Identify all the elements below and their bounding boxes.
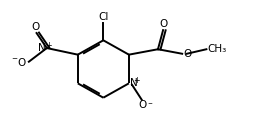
Text: +: + [45, 41, 52, 50]
Text: O: O [159, 19, 167, 29]
Text: $^{-}$: $^{-}$ [147, 100, 154, 109]
Text: +: + [133, 76, 140, 85]
Text: CH₃: CH₃ [208, 44, 227, 54]
Text: O: O [31, 22, 39, 32]
Text: O: O [183, 49, 192, 59]
Text: $^{-}$O: $^{-}$O [11, 56, 28, 68]
Text: O: O [138, 100, 146, 110]
Text: Cl: Cl [98, 12, 109, 22]
Text: N: N [130, 78, 138, 88]
Text: N: N [38, 43, 45, 53]
